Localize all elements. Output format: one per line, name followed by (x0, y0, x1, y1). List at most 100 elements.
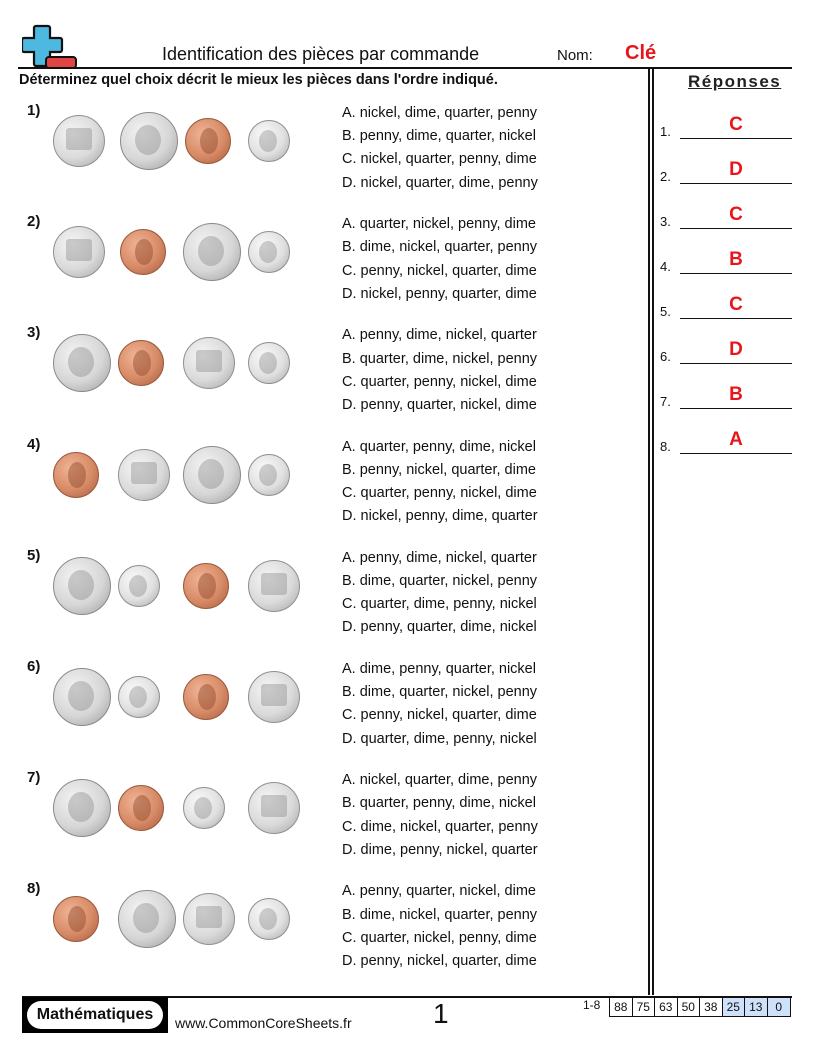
dime-coin-icon (248, 120, 290, 162)
instructions: Déterminez quel choix décrit le mieux le… (19, 72, 498, 88)
choice-a: A. nickel, quarter, dime, penny (342, 772, 538, 789)
answer-value: B (729, 249, 743, 270)
choice-b: B. dime, nickel, quarter, penny (342, 239, 538, 256)
score-table: 88 75 63 50 38 25 13 0 (609, 997, 791, 1017)
quarter-coin-icon (183, 223, 241, 282)
quarter-coin-icon (120, 112, 178, 170)
question-5: 5) A. penny, dime, nickel, quarter B. dime… (0, 547, 648, 658)
brand-label: Mathématiques (27, 1001, 163, 1029)
answer-blank-line (680, 272, 792, 274)
nickel-coin-icon (183, 893, 235, 946)
answer-number: 1. (660, 124, 671, 139)
answer-blank-line (680, 137, 792, 139)
choice-a: A. penny, dime, nickel, quarter (342, 549, 537, 566)
choice-c: C. quarter, dime, penny, nickel (342, 596, 537, 613)
choice-d: D. penny, quarter, nickel, dime (342, 397, 537, 413)
coin-sequence (50, 219, 320, 285)
answers-title: Réponses (688, 72, 782, 91)
nickel-coin-icon (248, 671, 300, 723)
answer-blank-line (680, 317, 792, 319)
choice-list: A. quarter, nickel, penny, dime B. dime, … (342, 213, 537, 306)
penny-coin-icon (118, 785, 164, 832)
footer-divider (22, 996, 792, 998)
answer-number: 4. (660, 259, 671, 274)
nickel-coin-icon (248, 559, 300, 612)
choice-b: B. dime, quarter, nickel, penny (342, 684, 538, 701)
quarter-coin-icon (53, 779, 111, 838)
nickel-coin-icon (53, 226, 105, 279)
question-number: 7) (27, 769, 41, 787)
choice-c: C. quarter, nickel, penny, dime (342, 929, 537, 946)
choice-d: D. nickel, penny, dime, quarter (342, 508, 538, 525)
penny-coin-icon (120, 229, 166, 276)
choice-a: A. dime, penny, quarter, nickel (342, 661, 536, 677)
answer-value: C (729, 114, 743, 135)
answer-blank-line (680, 362, 792, 364)
coin-sequence (50, 442, 320, 508)
coin-sequence (50, 553, 320, 619)
answer-number: 3. (660, 214, 671, 229)
question-6: 6) A. dime, penny, quarter, nickel B. dime… (0, 658, 648, 769)
score-cell: 88 (610, 998, 633, 1016)
coin-sequence (50, 330, 320, 396)
answer-number: 2. (660, 169, 671, 184)
choice-c: C. dime, nickel, quarter, penny (342, 818, 538, 835)
quarter-coin-icon (118, 890, 176, 949)
answer-value: A (729, 429, 743, 450)
answer-value: C (729, 294, 743, 315)
penny-coin-icon (183, 562, 229, 609)
score-cell: 25 (722, 998, 745, 1016)
quarter-coin-icon (183, 445, 241, 504)
choice-a: A. nickel, dime, quarter, penny (342, 105, 538, 121)
answer-value: D (729, 159, 743, 180)
answer-number: 5. (660, 304, 671, 319)
quarter-coin-icon (53, 668, 111, 726)
answer-row: 3. C (660, 204, 792, 229)
brand-badge: Mathématiques (22, 997, 168, 1033)
choice-c: C. quarter, penny, nickel, dime (342, 373, 537, 390)
answer-row: 2. D (660, 159, 792, 184)
choice-a: A. quarter, penny, dime, nickel (342, 438, 536, 455)
score-cell: 63 (655, 998, 678, 1016)
answer-blank-line (680, 407, 792, 409)
dime-coin-icon (118, 676, 160, 718)
answer-row: 5. C (660, 294, 792, 319)
penny-coin-icon (185, 118, 231, 164)
question-number: 8) (27, 880, 41, 898)
choice-list: A. nickel, quarter, dime, penny B. quarte… (342, 769, 538, 862)
choice-list: A. dime, penny, quarter, nickel B. dime, … (342, 658, 537, 751)
choice-list: A. penny, dime, nickel, quarter B. quarte… (342, 324, 537, 417)
choice-d: D. penny, quarter, dime, nickel (342, 619, 537, 636)
question-1: 1) A. nickel, dime, quarter, penny B. penn… (0, 102, 648, 213)
answer-row: 7. B (660, 384, 792, 409)
choice-b: B. dime, nickel, quarter, penny (342, 906, 538, 923)
choice-c: C. penny, nickel, quarter, dime (342, 262, 537, 279)
quarter-coin-icon (53, 334, 111, 393)
penny-coin-icon (118, 340, 164, 387)
choice-c: C. quarter, penny, nickel, dime (342, 485, 537, 501)
choice-d: D. dime, penny, nickel, quarter (342, 841, 538, 858)
question-number: 4) (27, 435, 41, 453)
dime-coin-icon (118, 564, 160, 607)
score-cell: 50 (678, 998, 700, 1016)
dime-coin-icon (248, 231, 290, 274)
choice-a: A. quarter, nickel, penny, dime (342, 216, 536, 233)
score-cell: 13 (745, 998, 768, 1016)
choice-b: B. penny, nickel, quarter, dime (342, 461, 536, 478)
coin-sequence (50, 108, 320, 174)
answer-row: 6. D (660, 339, 792, 364)
penny-coin-icon (53, 451, 99, 498)
choice-a: A. penny, dime, nickel, quarter (342, 327, 537, 344)
question-7: 7) A. nickel, quarter, dime, penny B. quar… (0, 769, 648, 880)
answer-column-divider (648, 69, 654, 995)
answer-value: D (729, 339, 743, 360)
choice-c: C. penny, nickel, quarter, dime (342, 707, 537, 724)
choice-list: A. penny, quarter, nickel, dime B. dime, … (342, 880, 537, 973)
dime-coin-icon (183, 787, 225, 830)
choice-d: D. nickel, quarter, dime, penny (342, 174, 538, 191)
penny-coin-icon (53, 896, 99, 943)
nickel-coin-icon (183, 337, 235, 390)
choice-b: B. quarter, dime, nickel, penny (342, 350, 538, 367)
quarter-coin-icon (53, 556, 111, 615)
question-8: 8) A. penny, quarter, nickel, dime B. dime… (0, 880, 648, 991)
